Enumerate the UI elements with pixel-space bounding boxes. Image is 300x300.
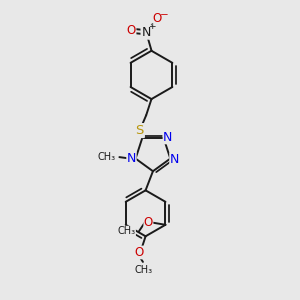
Text: N: N: [127, 152, 136, 165]
Text: CH₃: CH₃: [134, 265, 153, 275]
Text: +: +: [148, 22, 155, 32]
Text: −: −: [160, 10, 168, 20]
Text: O: O: [134, 246, 144, 259]
Text: N: N: [170, 153, 179, 166]
Text: CH₃: CH₃: [117, 226, 135, 236]
Text: S: S: [136, 124, 144, 137]
Text: N: N: [142, 26, 151, 39]
Text: N: N: [163, 131, 172, 144]
Text: O: O: [126, 24, 136, 37]
Text: O: O: [144, 216, 153, 229]
Text: CH₃: CH₃: [98, 152, 116, 162]
Text: O: O: [153, 12, 162, 25]
